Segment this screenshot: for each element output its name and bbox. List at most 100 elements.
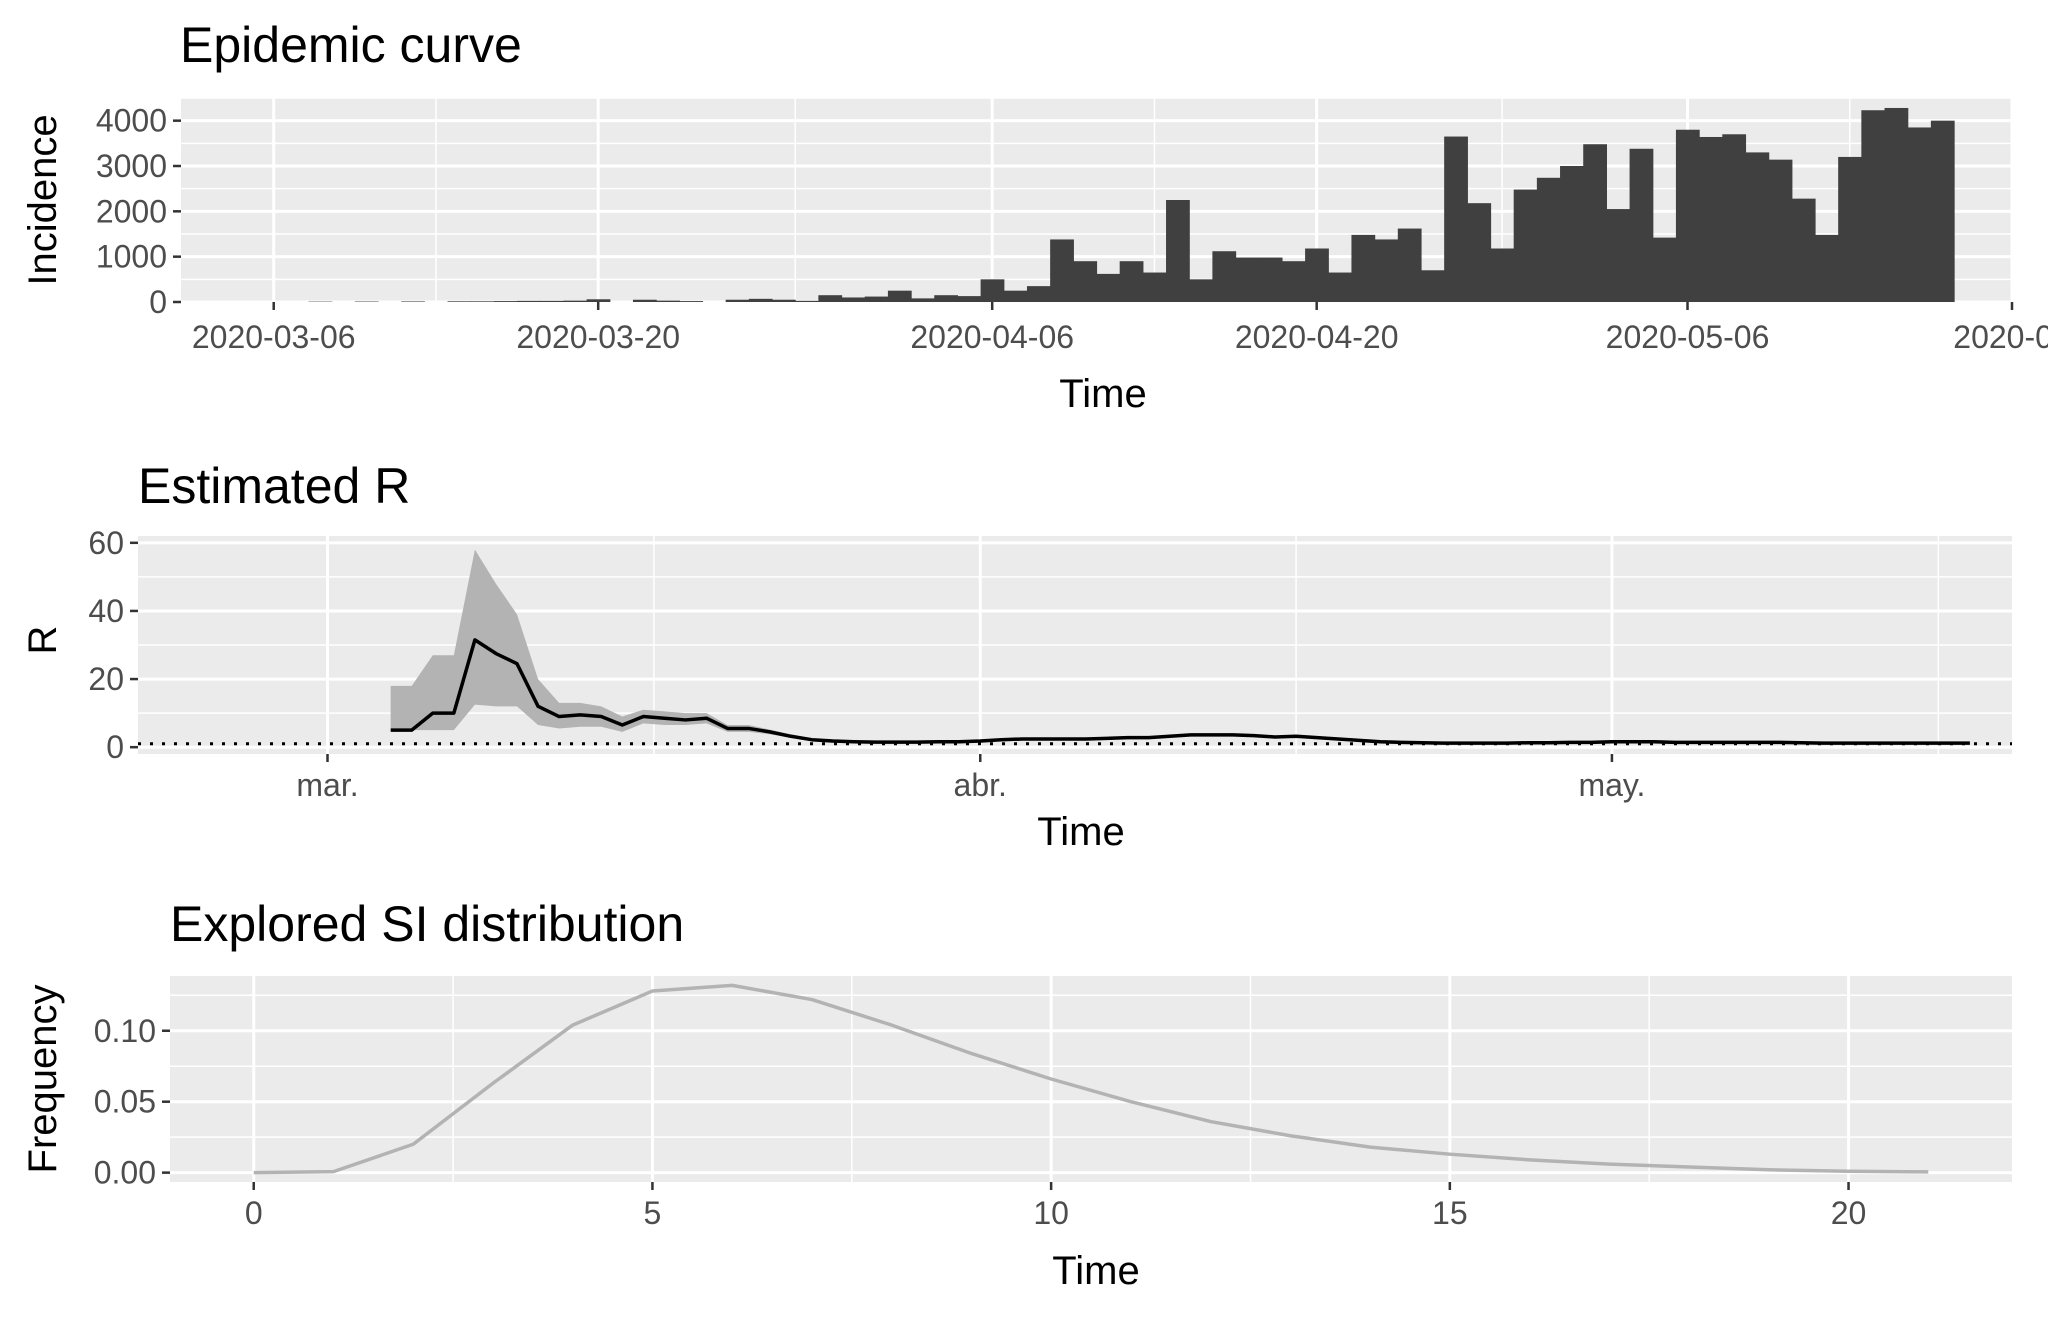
bar bbox=[1420, 270, 1445, 302]
bar bbox=[1374, 239, 1399, 302]
bar bbox=[1073, 261, 1098, 302]
epidemic-curve-chart: Epidemic curve 0 1000 2000 3000 4000 2020-03… bbox=[21, 17, 2048, 416]
x-axis-title: Time bbox=[1037, 810, 1124, 854]
bar bbox=[1536, 177, 1561, 302]
bar bbox=[1142, 272, 1167, 302]
bars bbox=[308, 107, 1955, 303]
bar bbox=[980, 279, 1005, 302]
chart-title: Estimated R bbox=[138, 458, 410, 514]
bar bbox=[1652, 237, 1677, 302]
bar bbox=[1444, 136, 1468, 302]
bar bbox=[1050, 239, 1074, 302]
bar bbox=[1629, 148, 1654, 302]
bar bbox=[586, 299, 611, 302]
y-axis-title: Incidence bbox=[21, 114, 65, 285]
bar bbox=[1490, 248, 1515, 302]
mean-r-line bbox=[390, 638, 1970, 745]
si-distribution-line bbox=[253, 983, 1929, 1175]
x-axis: 2020-03-06 2020-03-20 2020-04-06 2020-04-20… bbox=[192, 302, 2048, 355]
y-tick-label: 2000 bbox=[96, 193, 167, 229]
bar bbox=[1930, 120, 1955, 303]
bar bbox=[1838, 156, 1862, 302]
bar bbox=[841, 297, 866, 302]
bar bbox=[401, 301, 425, 302]
x-axis-title: Time bbox=[1059, 372, 1146, 416]
bar bbox=[1907, 127, 1932, 302]
y-tick-label: 0.10 bbox=[94, 1013, 156, 1049]
x-tick-label: 15 bbox=[1432, 1195, 1468, 1231]
x-tick-label: may. bbox=[1578, 767, 1645, 803]
y-tick-label: 4000 bbox=[96, 103, 167, 139]
bar bbox=[1768, 159, 1793, 302]
y-tick-label: 0.00 bbox=[94, 1155, 156, 1191]
bar bbox=[1745, 152, 1770, 302]
bar bbox=[1003, 290, 1028, 302]
y-tick-label: 3000 bbox=[96, 148, 167, 184]
bar bbox=[1212, 251, 1237, 302]
bar bbox=[772, 299, 796, 302]
bar bbox=[540, 300, 565, 302]
x-tick-label: 10 bbox=[1033, 1195, 1069, 1231]
bar bbox=[748, 298, 773, 302]
bar bbox=[632, 299, 657, 302]
y-tick-label: 20 bbox=[88, 661, 124, 697]
bar bbox=[1699, 136, 1723, 302]
bar bbox=[1884, 107, 1909, 303]
bar bbox=[1119, 261, 1144, 302]
si-line bbox=[253, 983, 1929, 1175]
x-axis-title: Time bbox=[1052, 1249, 1139, 1293]
bar bbox=[1467, 203, 1492, 302]
bar bbox=[1583, 144, 1607, 302]
y-tick-label: 1000 bbox=[96, 239, 167, 275]
y-axis-title: Frequency bbox=[21, 985, 65, 1174]
bar bbox=[656, 300, 680, 302]
y-axis: 0 1000 2000 3000 4000 bbox=[96, 103, 181, 320]
x-axis: mar. abr. may. bbox=[296, 754, 1645, 803]
bar bbox=[679, 301, 704, 302]
x-tick-label: 0 bbox=[245, 1195, 263, 1231]
bar bbox=[1235, 257, 1260, 302]
bar bbox=[864, 296, 889, 302]
bar bbox=[1258, 257, 1283, 302]
bar bbox=[1861, 110, 1886, 303]
bar bbox=[1281, 261, 1306, 302]
x-tick-label: 2020-05-06 bbox=[1606, 319, 1770, 355]
chart-title: Epidemic curve bbox=[180, 17, 522, 73]
x-tick-label: 2020-05 bbox=[1953, 319, 2048, 355]
bar bbox=[957, 296, 982, 302]
bar bbox=[934, 295, 959, 302]
x-axis: 0 5 10 15 20 bbox=[245, 1182, 1866, 1231]
x-tick-label: 2020-04-20 bbox=[1235, 319, 1399, 355]
x-tick-label: 2020-04-06 bbox=[910, 319, 1074, 355]
bar bbox=[1189, 279, 1213, 302]
y-axis: 0 20 40 60 bbox=[88, 525, 138, 765]
confidence-ribbon bbox=[390, 549, 1970, 744]
bar bbox=[1305, 248, 1329, 302]
bar bbox=[1166, 200, 1190, 302]
ribbon-area bbox=[390, 549, 1970, 744]
y-tick-label: 0 bbox=[106, 729, 124, 765]
y-axis: 0.00 0.05 0.10 bbox=[94, 1013, 170, 1191]
bar bbox=[1814, 234, 1839, 302]
bar bbox=[887, 290, 912, 302]
x-tick-label: 2020-03-20 bbox=[516, 319, 680, 355]
x-tick-label: mar. bbox=[296, 767, 358, 803]
bar bbox=[470, 301, 495, 302]
bar bbox=[493, 301, 518, 302]
y-tick-label: 40 bbox=[88, 593, 124, 629]
chart-title: Explored SI distribution bbox=[170, 896, 684, 952]
plot-panel bbox=[170, 976, 2012, 1182]
bar bbox=[1397, 228, 1422, 302]
si-distribution-chart: Explored SI distribution 0.00 0.05 0.10 0 5… bbox=[21, 896, 2012, 1293]
bar bbox=[1026, 286, 1051, 302]
bar bbox=[1675, 129, 1700, 302]
bar bbox=[1791, 198, 1816, 302]
estimated-r-chart: Estimated R 0 20 40 60 mar. abr. may. Time R bbox=[21, 458, 2012, 854]
bar bbox=[517, 300, 541, 302]
bar bbox=[818, 295, 843, 302]
bar bbox=[1722, 134, 1747, 302]
x-tick-label: 5 bbox=[644, 1195, 662, 1231]
x-tick-label: 2020-03-06 bbox=[192, 319, 356, 355]
bar bbox=[1096, 273, 1121, 302]
